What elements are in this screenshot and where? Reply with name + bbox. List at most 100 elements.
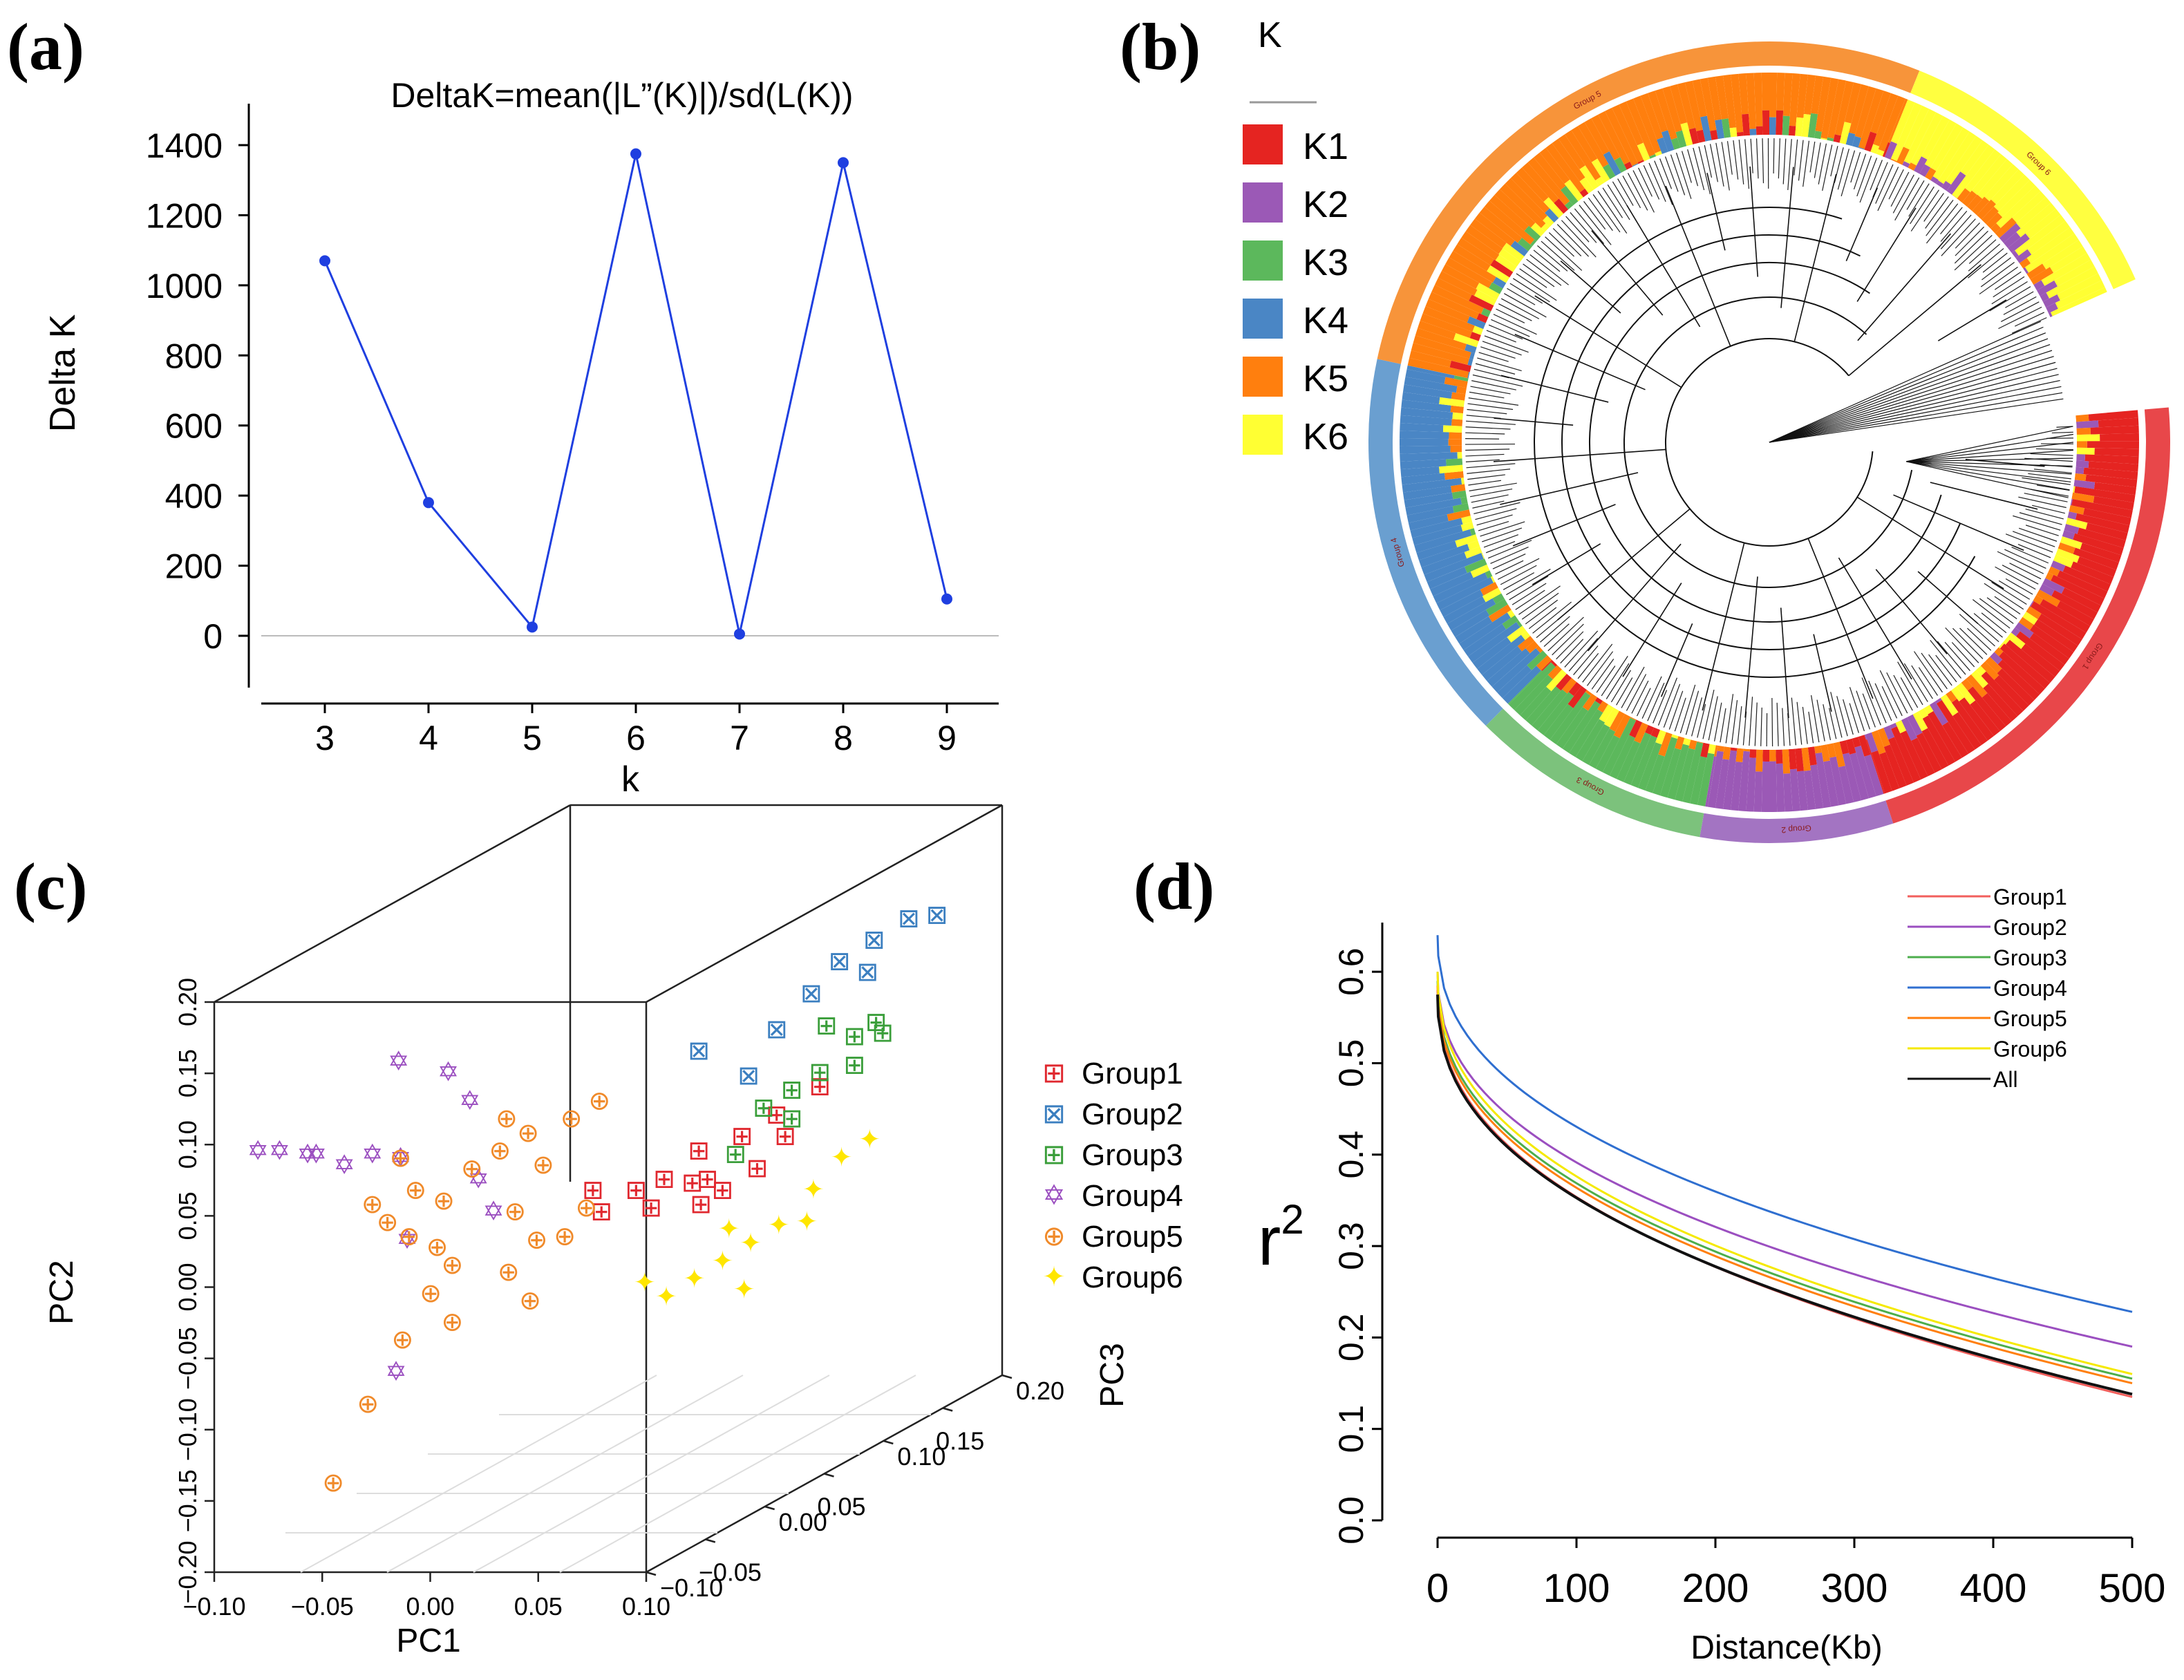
chart-b-admixture-bar xyxy=(1901,717,1918,741)
chart-b-admixture-bar xyxy=(1820,138,1827,140)
chart-b-admixture-bar xyxy=(2093,495,2134,511)
chart-b-tree-leaf xyxy=(1495,560,1524,575)
chart-b-admixture-bar xyxy=(1571,126,1598,162)
chart-b-tree-leaf xyxy=(1973,613,2003,638)
chart-b-admixture-bar xyxy=(1460,522,1474,531)
chart-b-admixture-bar xyxy=(2011,250,2019,258)
chart-b-tree-leaf xyxy=(1886,672,1908,714)
chart-b-admixture-bar xyxy=(1452,502,1469,513)
chart-b-tree-leaf xyxy=(1879,670,1903,717)
chart-b-admixture-bar xyxy=(1722,750,1738,811)
chart-b-admixture-bar xyxy=(1645,725,1655,735)
chart-b-admixture-bar xyxy=(1980,661,1999,680)
chart-c-pc3-tick-label: 0.10 xyxy=(897,1442,945,1471)
chart-b-tree-leaf xyxy=(1726,141,1733,175)
chart-b-admixture-bar xyxy=(2094,448,2139,457)
chart-b-tree-leaf xyxy=(1679,684,1696,733)
chart-b-admixture-bar xyxy=(1603,164,1616,180)
chart-b-tree-leaf xyxy=(1910,189,1939,232)
chart-b-tree-leaf xyxy=(1675,152,1692,199)
chart-b-tree-leaf xyxy=(2002,565,2039,585)
chart-b-tree-leaf xyxy=(1981,612,2007,634)
chart-b-admixture-bar xyxy=(2030,267,2054,285)
chart-b-tree-leaf xyxy=(1796,701,1802,745)
chart-b-tree-leaf xyxy=(1503,572,1535,590)
chart-b-tree-leaf xyxy=(1994,596,2021,615)
chart-c-pc2-tick-label: −0.20 xyxy=(173,1540,202,1603)
chart-b-tree-leaf xyxy=(1638,167,1653,197)
chart-b-admixture-bar xyxy=(1680,122,1693,147)
chart-b-admixture-bar xyxy=(1421,551,1467,575)
chart-b-tree-leaf xyxy=(1469,482,1517,491)
chart-b-admixture-bar xyxy=(1742,113,1751,136)
chart-b-tree-leaf xyxy=(1687,149,1699,187)
chart-b-admixture-bar xyxy=(1839,740,1849,755)
chart-b-admixture-bar xyxy=(2084,454,2139,464)
chart-b-tree-branch xyxy=(1857,233,1952,341)
chart-b-admixture-bar xyxy=(1438,271,1478,296)
chart-b-admixture-bar xyxy=(1619,101,1644,146)
chart-b-tree-leaf xyxy=(1516,273,1557,301)
chart-b-tree-leaf xyxy=(1670,154,1686,196)
chart-b-tree-leaf xyxy=(1823,704,1832,741)
chart-b-admixture-bar xyxy=(1541,659,1553,671)
legend-d-label: Group2 xyxy=(1993,915,2067,940)
chart-b-admixture-bar xyxy=(1891,102,1923,162)
chart-b-admixture-bar xyxy=(1402,384,1453,399)
chart-b-admixture-bar xyxy=(1502,615,1519,630)
chart-b-tree-leaf xyxy=(2051,431,2073,434)
chart-b-admixture-bar xyxy=(1858,735,1871,757)
chart-b-group-ring-sector xyxy=(1885,407,2171,824)
chart-b-admixture-bar xyxy=(2060,536,2082,549)
chart-b-admixture-bar xyxy=(1731,761,1743,811)
chart-b-admixture-bar xyxy=(2056,601,2094,626)
chart-b-admixture-bar xyxy=(1510,240,1529,256)
chart-b-tree-leaf xyxy=(1861,677,1881,726)
chart-b-admixture-bar xyxy=(2030,601,2087,640)
chart-b-tree-leaf xyxy=(1556,631,1584,660)
chart-b-admixture-bar xyxy=(2083,467,2138,480)
chart-b-admixture-bar xyxy=(2071,499,2133,518)
chart-b-tree-fan-branch xyxy=(1769,356,2054,443)
legend-c-label: Group3 xyxy=(1082,1138,1183,1172)
chart-b-admixture-bar xyxy=(1929,701,1948,726)
chart-b-admixture-bar xyxy=(1595,735,1620,773)
chart-b-tree-leaf xyxy=(1509,576,1549,601)
chart-b-admixture-bar xyxy=(1960,140,1989,176)
chart-b-admixture-bar xyxy=(1451,484,1466,493)
chart-b-admixture-bar xyxy=(1942,721,1969,758)
chart-b-admixture-bar xyxy=(1603,707,1619,728)
chart-c-pc2-tick-label: 0.20 xyxy=(173,978,202,1026)
chart-b-admixture-bar xyxy=(1450,445,1462,453)
chart-b-admixture-bar xyxy=(1400,459,1447,470)
chart-c-data-point: ⊞ xyxy=(746,1154,769,1183)
chart-b-admixture-bar xyxy=(2100,433,2139,442)
chart-b-tree-leaf xyxy=(2025,508,2064,520)
chart-b-tree-fan-branch xyxy=(1769,344,2051,443)
chart-b-admixture-bar xyxy=(1858,147,1865,150)
chart-b-tree-branch xyxy=(1845,187,1879,261)
chart-a-data-point xyxy=(941,593,952,605)
chart-b-admixture-bar xyxy=(1952,712,1981,750)
chart-b-tree-leaf xyxy=(1654,160,1673,205)
chart-b-admixture-bar xyxy=(1972,196,1990,216)
chart-b-admixture-bar xyxy=(1854,745,1876,799)
chart-b-tree-leaf xyxy=(1750,138,1753,173)
chart-c-data-point: ⊠ xyxy=(766,1015,788,1044)
chart-d-y-label-superscript: 2 xyxy=(1281,1196,1303,1243)
chart-b-tree-leaf xyxy=(1721,142,1730,191)
chart-b-admixture-bar xyxy=(1659,748,1682,798)
chart-b-admixture-bar xyxy=(1532,689,1568,730)
chart-b-tree-leaf xyxy=(1467,403,1514,410)
chart-b-admixture-bar xyxy=(1713,745,1718,757)
chart-c-pc3-tick-label: 0.15 xyxy=(936,1427,984,1455)
legend-c-symbol: ✡ xyxy=(1042,1180,1066,1211)
chart-b-admixture-bar xyxy=(1946,690,1957,703)
chart-b-tree-leaf xyxy=(2019,512,2062,525)
chart-b-tree-leaf xyxy=(1874,683,1892,721)
chart-b-admixture-bar xyxy=(1871,750,1892,794)
chart-b-tree-branch xyxy=(1794,173,1837,342)
legend-b-swatch xyxy=(1243,124,1283,164)
chart-b-admixture-bar xyxy=(2016,202,2056,238)
chart-b-admixture-bar xyxy=(1970,670,1988,688)
